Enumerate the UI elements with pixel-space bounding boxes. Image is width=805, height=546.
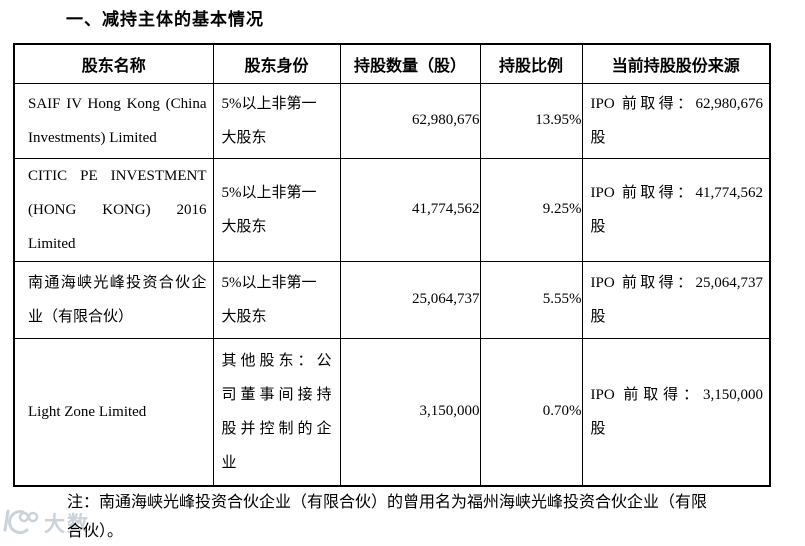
table-row: CITIC PE INVESTMENT (HONG KONG) 2016 Lim… bbox=[13, 157, 771, 262]
table-row: SAIF IV Hong Kong (China Investments) Li… bbox=[13, 82, 771, 159]
cell-quantity: 25,064,737 bbox=[339, 260, 481, 339]
table-row: 南通海峡光峰投资合伙企 业（有限合伙） 5%以上非第一 大股东 25,064,7… bbox=[13, 260, 771, 339]
footnote-line: 合伙）。 bbox=[67, 523, 124, 540]
header-shareholder-identity: 股东身份 bbox=[212, 43, 341, 84]
cell-line: 业 bbox=[221, 454, 237, 471]
page-title: 一、减持主体的基本情况 bbox=[66, 10, 264, 29]
cell-line: Investments) Limited bbox=[28, 129, 157, 146]
cell-name: 南通海峡光峰投资合伙企 业（有限合伙） bbox=[13, 260, 214, 339]
cell-line: 司董事间接持 bbox=[221, 386, 332, 403]
cell-quantity: 62,980,676 bbox=[339, 82, 481, 159]
cell-line: SAIF IV Hong Kong (China bbox=[28, 95, 207, 112]
header-share-quantity: 持股数量（股） bbox=[339, 43, 481, 84]
cell-line: 南通海峡光峰投资合伙企 bbox=[28, 274, 207, 291]
cell-identity: 5%以上非第一 大股东 bbox=[212, 82, 341, 159]
cell-identity: 其他股东：公 司董事间接持 股并控制的企 业 bbox=[212, 337, 341, 487]
watermark-text: 大数 bbox=[44, 511, 90, 536]
header-shareholder-name: 股东名称 bbox=[13, 43, 214, 84]
header-share-ratio: 持股比例 bbox=[479, 43, 583, 84]
cell-ratio: 13.95% bbox=[479, 82, 583, 159]
cell-quantity: 3,150,000 bbox=[339, 337, 481, 487]
cell-line: 5%以上非第一 bbox=[221, 274, 317, 291]
header-share-source: 当前持股股份来源 bbox=[581, 43, 771, 84]
cell-line: 大股东 bbox=[221, 308, 267, 325]
cell-name: Light Zone Limited bbox=[13, 337, 214, 487]
cell-line: 5%以上非第一 bbox=[221, 184, 317, 201]
cell-ratio: 0.70% bbox=[479, 337, 583, 487]
cell-source: IPO 前取得：3,150,000 股 bbox=[581, 337, 771, 487]
cell-line: 股 bbox=[590, 308, 606, 325]
cell-line: Light Zone Limited bbox=[28, 403, 147, 420]
table-header-row: 股东名称 股东身份 持股数量（股） 持股比例 当前持股股份来源 bbox=[13, 43, 771, 84]
cell-line: 股 bbox=[590, 129, 606, 146]
cell-line: 5%以上非第一 bbox=[221, 95, 317, 112]
cell-line: 股 bbox=[590, 420, 606, 437]
cell-line: 股 bbox=[590, 218, 606, 235]
cell-ratio: 9.25% bbox=[479, 157, 583, 262]
cell-identity: 5%以上非第一 大股东 bbox=[212, 157, 341, 262]
cell-line: IPO 前取得：62,980,676 bbox=[590, 95, 764, 112]
cell-line: 大股东 bbox=[221, 129, 267, 146]
cell-identity: 5%以上非第一 大股东 bbox=[212, 260, 341, 339]
cell-line: IPO 前取得：3,150,000 bbox=[590, 386, 764, 403]
cell-line: IPO 前取得：41,774,562 bbox=[590, 184, 764, 201]
cell-line: IPO 前取得：25,064,737 bbox=[590, 274, 764, 291]
footnote: 注：南通海峡光峰投资合伙企业（有限合伙）的曾用名为福州海峡光峰投资合伙企业（有限… bbox=[67, 488, 707, 546]
watermark-logo-icon bbox=[3, 508, 41, 539]
table-row: Light Zone Limited 其他股东：公 司董事间接持 股并控制的企 … bbox=[13, 337, 771, 487]
cell-line: CITIC PE INVESTMENT bbox=[28, 167, 207, 184]
cell-ratio: 5.55% bbox=[479, 260, 583, 339]
watermark: 大数 bbox=[3, 508, 90, 539]
cell-line: Limited bbox=[28, 235, 76, 252]
cell-source: IPO 前取得：25,064,737 股 bbox=[581, 260, 771, 339]
cell-quantity: 41,774,562 bbox=[339, 157, 481, 262]
cell-line: 大股东 bbox=[221, 218, 267, 235]
shareholder-table: 股东名称 股东身份 持股数量（股） 持股比例 当前持股股份来源 SAIF IV … bbox=[13, 43, 771, 487]
cell-source: IPO 前取得：62,980,676 股 bbox=[581, 82, 771, 159]
cell-source: IPO 前取得：41,774,562 股 bbox=[581, 157, 771, 262]
cell-line: (HONG KONG) 2016 bbox=[28, 201, 207, 218]
cell-line: 其他股东：公 bbox=[221, 352, 332, 369]
cell-line: 股并控制的企 bbox=[221, 420, 332, 437]
cell-name: CITIC PE INVESTMENT (HONG KONG) 2016 Lim… bbox=[13, 157, 214, 262]
cell-name: SAIF IV Hong Kong (China Investments) Li… bbox=[13, 82, 214, 159]
cell-line: 业（有限合伙） bbox=[28, 308, 134, 325]
footnote-line: 注：南通海峡光峰投资合伙企业（有限合伙）的曾用名为福州海峡光峰投资合伙企业（有限 bbox=[67, 494, 708, 511]
